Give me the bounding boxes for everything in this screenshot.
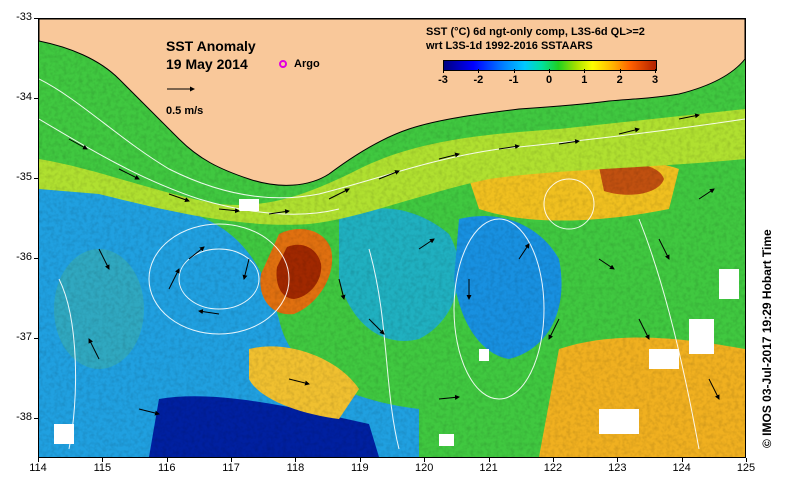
colorbar-tick-mark	[513, 69, 515, 73]
lon-tick-label: 122	[543, 462, 563, 474]
colorbar-tick-label: 0	[545, 74, 553, 86]
lat-tick-label: -34	[16, 91, 32, 103]
colorbar-tick-mark	[478, 69, 480, 73]
lon-tick-label: 115	[93, 462, 112, 474]
argo-label: Argo	[294, 58, 320, 70]
colorbar-tick-mark	[584, 69, 586, 73]
lon-tick-label: 116	[157, 462, 176, 474]
lon-tick-mark	[424, 458, 426, 462]
lon-tick-mark	[38, 458, 39, 462]
colorbar-tick-label: -3	[438, 74, 448, 86]
lon-tick-mark	[681, 458, 683, 462]
colorbar-tick-label: -1	[508, 74, 519, 86]
lat-tick-label: -33	[16, 11, 32, 23]
lon-tick-label: 120	[414, 462, 434, 474]
lon-tick-label: 125	[736, 462, 756, 474]
lon-tick-mark	[746, 458, 747, 462]
lon-tick-mark	[166, 458, 168, 462]
map-title: SST Anomaly	[166, 38, 256, 54]
colorbar-tick-mark	[443, 69, 444, 73]
lat-tick-mark	[34, 258, 38, 259]
lon-tick-label: 117	[222, 462, 240, 474]
lat-tick-label: -36	[16, 251, 32, 263]
lat-tick-mark	[34, 338, 38, 339]
colorbar-tick-mark	[619, 69, 621, 73]
lat-tick-label: -37	[16, 331, 32, 343]
colorbar-tick-mark	[549, 69, 550, 73]
lon-tick-label: 118	[286, 462, 305, 474]
lat-tick-label: -35	[16, 171, 32, 183]
colorbar-tick-label: -2	[473, 74, 484, 86]
missing-data	[54, 199, 739, 446]
lon-tick-mark	[102, 458, 104, 462]
lon-tick-mark	[488, 458, 490, 462]
lat-tick-label: -38	[16, 411, 32, 423]
lon-tick-label: 119	[351, 462, 369, 474]
legend-title-line1: SST (°C) 6d ngt-only comp, L3S-6d QL>=2	[426, 26, 645, 38]
argo-marker-icon	[279, 60, 287, 68]
colorbar-tick-label: 2	[616, 74, 623, 86]
lat-tick-mark	[34, 418, 38, 419]
lon-tick-mark	[552, 458, 554, 462]
velocity-scale-label: 0.5 m/s	[166, 105, 204, 117]
colorbar-tick-label: 1	[581, 74, 588, 86]
lat-tick-mark	[34, 98, 38, 99]
sst-anomaly-field	[39, 19, 745, 457]
lon-tick-mark	[359, 458, 361, 462]
map-date: 19 May 2014	[166, 56, 248, 72]
ssh-contours	[39, 78, 745, 450]
lon-tick-mark	[295, 458, 297, 462]
lat-tick-mark	[34, 18, 38, 19]
colorbar-tick-label: 3	[651, 74, 659, 86]
lat-tick-mark	[34, 178, 38, 179]
lon-tick-label: 124	[672, 462, 691, 474]
lon-tick-mark	[617, 458, 619, 462]
colorbar	[443, 60, 657, 71]
current-vectors	[68, 113, 720, 416]
lon-tick-mark	[231, 458, 233, 462]
colorbar-tick-mark	[655, 69, 656, 73]
legend-title-line2: wrt L3S-1d 1992-2016 SSTAARS	[426, 40, 593, 52]
sst-map[interactable]	[38, 18, 746, 458]
lon-tick-label: 114	[29, 462, 47, 474]
lon-tick-label: 121	[479, 462, 498, 474]
credit-text: © IMOS 03-Jul-2017 19:29 Hobart Time	[760, 229, 774, 448]
lon-tick-label: 123	[608, 462, 627, 474]
